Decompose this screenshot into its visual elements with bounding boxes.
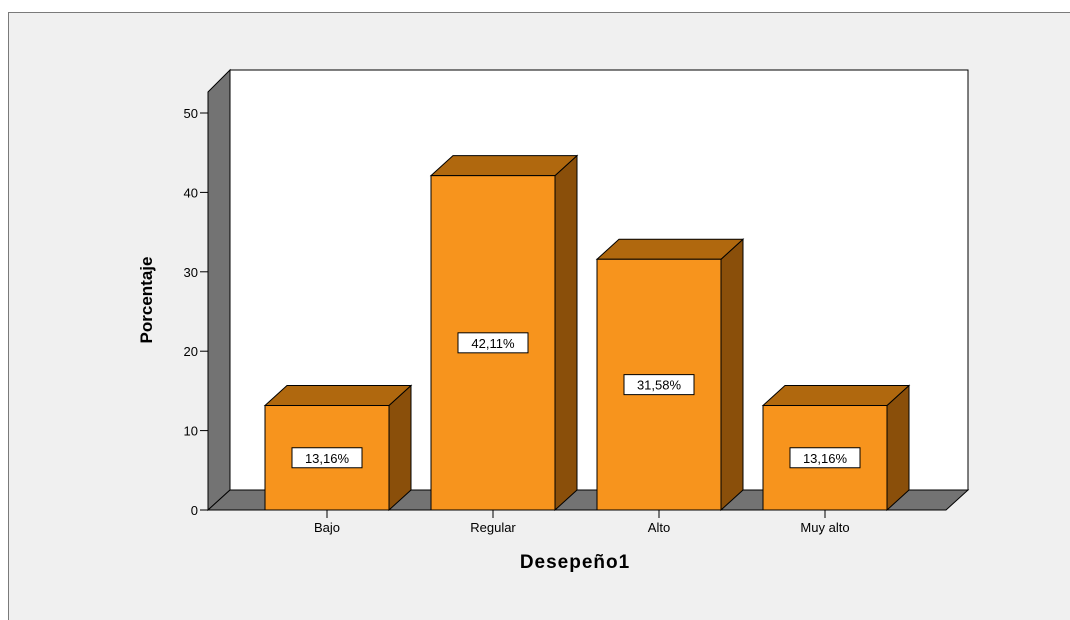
y-axis: 0 10 20 30 40 50 bbox=[184, 92, 209, 518]
x-axis: Bajo Regular Alto Muy alto bbox=[314, 510, 850, 535]
bar: 42,11% bbox=[429, 154, 579, 512]
bar-top bbox=[761, 385, 911, 407]
bar-top bbox=[595, 238, 745, 260]
x-tick-label: Muy alto bbox=[800, 520, 849, 535]
bar: 31,58% bbox=[595, 238, 745, 512]
data-label: 13,16% bbox=[803, 451, 848, 466]
y-tick-label: 20 bbox=[184, 344, 198, 359]
data-label: 42,11% bbox=[471, 336, 515, 351]
data-label-box bbox=[623, 374, 695, 396]
bar-side bbox=[720, 238, 744, 512]
x-tick-label: Alto bbox=[648, 520, 670, 535]
y-tick-label: 40 bbox=[184, 185, 198, 200]
y-tick-label: 10 bbox=[184, 424, 198, 439]
y-tick-label: 0 bbox=[191, 503, 198, 518]
y-tick-label: 30 bbox=[184, 265, 198, 280]
bar-top bbox=[263, 385, 413, 407]
x-tick-label: Regular bbox=[470, 520, 516, 535]
bars: 13,16% 42,11% 31,58% 13,16% bbox=[263, 154, 911, 512]
data-label-box bbox=[457, 332, 529, 354]
side-wall bbox=[207, 68, 231, 512]
data-label: 31,58% bbox=[637, 378, 682, 393]
data-label-box bbox=[291, 447, 363, 469]
data-label: 13,16% bbox=[305, 451, 350, 466]
bar-side bbox=[554, 154, 578, 512]
y-tick-label: 50 bbox=[184, 106, 198, 121]
bar-top bbox=[429, 155, 579, 177]
bar-side bbox=[886, 384, 910, 512]
x-tick-label: Bajo bbox=[314, 520, 340, 535]
x-axis-title: Desepeño1 bbox=[520, 552, 630, 573]
data-label-box bbox=[789, 447, 861, 469]
bar: 13,16% bbox=[263, 384, 413, 512]
y-axis-title: Porcentaje bbox=[137, 257, 156, 344]
bar: 13,16% bbox=[761, 384, 911, 512]
bar-side bbox=[388, 384, 412, 512]
